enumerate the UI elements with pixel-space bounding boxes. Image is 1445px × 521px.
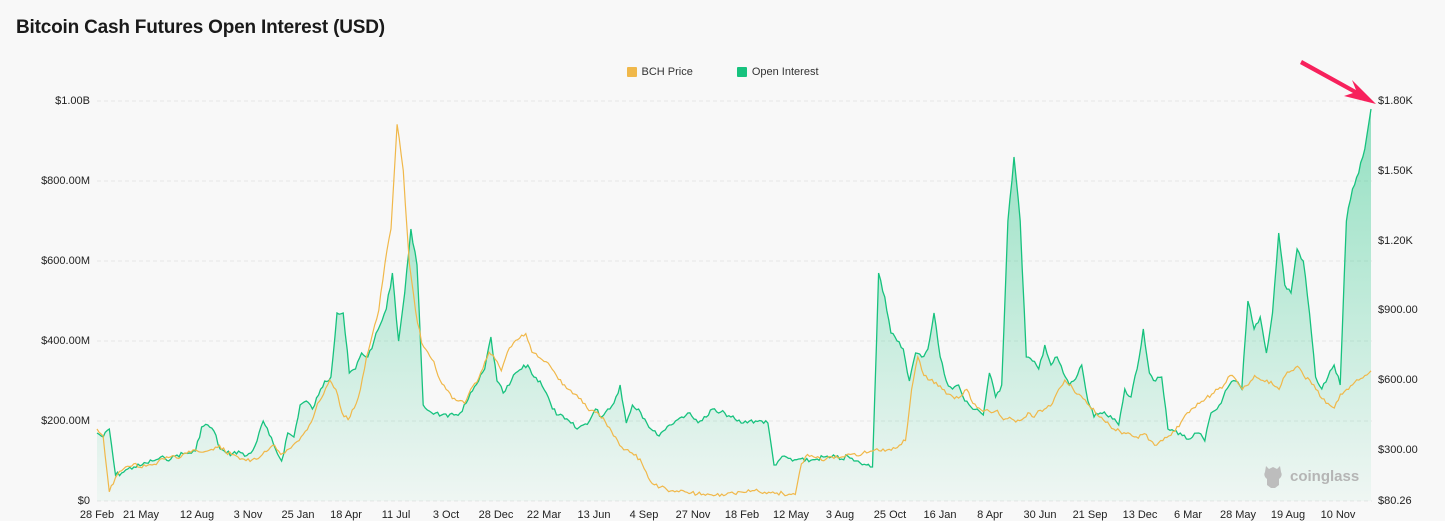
x-tick: 13 Jun	[577, 509, 611, 521]
x-tick: 27 Nov	[675, 509, 711, 521]
y-right-tick: $1.80K	[1378, 95, 1413, 107]
y-right-tick: $1.50K	[1378, 164, 1413, 177]
x-tick: 28 Feb	[79, 509, 115, 521]
open-interest-swatch-icon	[736, 67, 747, 77]
y-left-tick: $1.00B	[55, 95, 90, 107]
y-right-tick: $1.20K	[1378, 234, 1413, 247]
y-right-tick: $600.00	[1378, 374, 1418, 387]
y-left-tick: $0	[77, 495, 90, 507]
x-tick: 25 Oct	[873, 509, 907, 521]
x-tick: 19 Aug	[1270, 509, 1306, 521]
y-left-tick: $600.00M	[41, 255, 90, 267]
x-tick: 6 Mar	[1173, 509, 1203, 521]
chart-title: Bitcoin Cash Futures Open Interest (USD)	[16, 17, 385, 38]
y-right-tick: $300.00	[1378, 443, 1418, 456]
x-tick: 28 May	[1219, 509, 1257, 521]
y-left-tick: $200.00M	[41, 415, 90, 427]
x-tick: 10 Nov	[1320, 509, 1356, 521]
x-tick: 3 Oct	[432, 509, 460, 521]
watermark-text: coinglass	[1290, 467, 1360, 485]
legend-item-open-interest[interactable]: Open Interest	[707, 66, 819, 78]
legend: BCH Price Open Interest	[0, 66, 1445, 78]
x-tick: 21 Sep	[1072, 509, 1108, 521]
x-tick: 3 Aug	[825, 509, 855, 521]
open-interest-area	[97, 109, 1371, 501]
legend-label: Open Interest	[751, 66, 819, 78]
x-tick: 3 Nov	[233, 509, 263, 521]
coinglass-watermark: coinglass	[1262, 463, 1359, 489]
open-interest-line	[96, 108, 1372, 477]
y-right-tick: $80.26	[1378, 495, 1412, 507]
x-tick: 12 May	[772, 509, 810, 521]
x-tick: 13 Dec	[1122, 509, 1158, 521]
x-tick: 8 Apr	[977, 509, 1003, 521]
bch-price-line	[96, 124, 1372, 498]
legend-label: BCH Price	[641, 66, 693, 78]
x-tick: 18 Apr	[330, 509, 362, 521]
x-tick: 30 Jun	[1023, 509, 1057, 521]
x-tick: 4 Sep	[629, 509, 659, 521]
x-tick: 18 Feb	[724, 509, 760, 521]
x-tick: 28 Dec	[478, 509, 514, 521]
red-arrow-icon	[1300, 60, 1376, 104]
y-left-tick: $400.00M	[41, 335, 90, 347]
y-right-tick: $900.00	[1378, 304, 1418, 317]
x-tick: 21 May	[122, 509, 160, 521]
x-tick: 22 Mar	[526, 509, 562, 521]
coinglass-logo-icon	[1264, 466, 1282, 488]
bch-price-swatch-icon	[626, 67, 637, 77]
y-left-tick: $800.00M	[41, 175, 90, 187]
x-tick: 12 Aug	[179, 509, 215, 521]
x-tick: 11 Jul	[381, 509, 411, 521]
x-tick: 16 Jan	[923, 509, 957, 521]
x-tick: 25 Jan	[281, 509, 315, 521]
legend-item-bch-price[interactable]: BCH Price	[626, 66, 693, 78]
